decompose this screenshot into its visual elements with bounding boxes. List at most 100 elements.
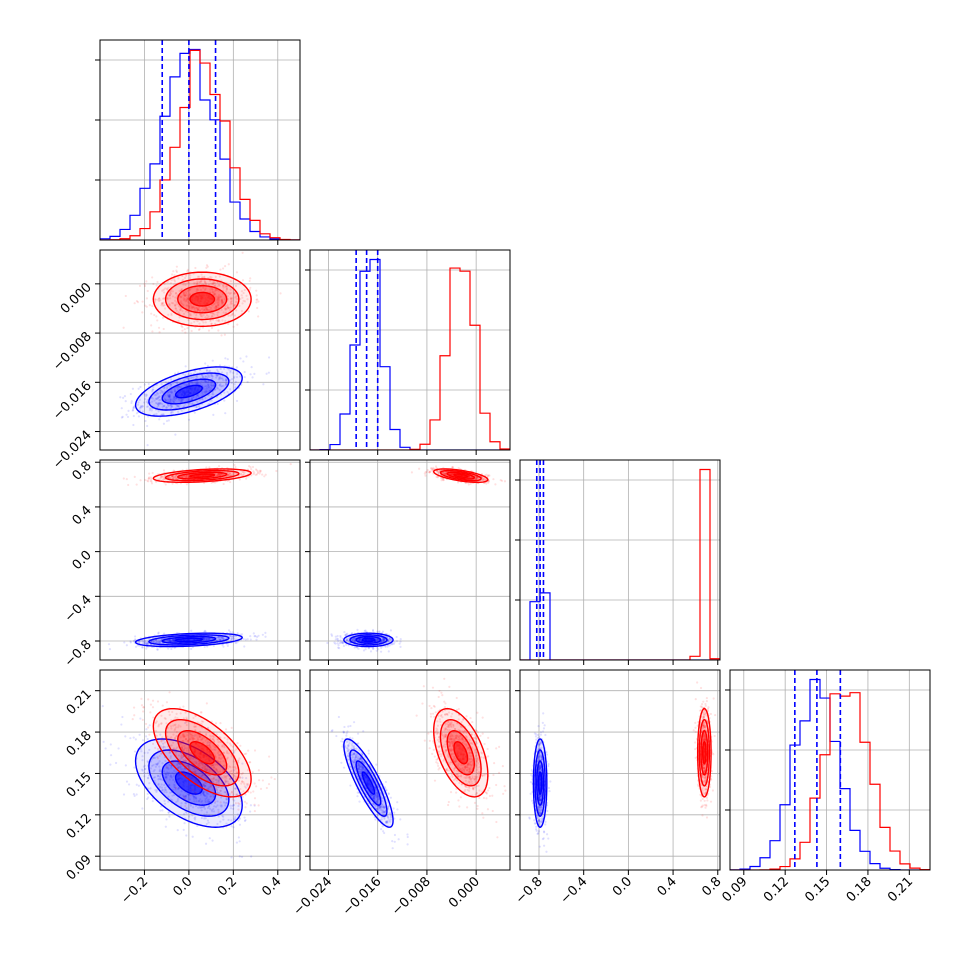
sample-point: [240, 473, 243, 476]
sample-point: [196, 382, 199, 385]
sample-point: [230, 299, 233, 303]
sample-point: [216, 295, 220, 298]
sample-point: [150, 324, 153, 327]
sample-point: [223, 333, 226, 336]
sample-point: [185, 304, 188, 307]
sample-point: [178, 766, 181, 769]
sample-point: [449, 472, 453, 476]
sample-point: [210, 282, 213, 285]
sample-point: [143, 768, 146, 771]
sample-point: [133, 794, 136, 797]
sample-point: [207, 390, 210, 393]
sample-point: [442, 472, 446, 475]
sample-point: [159, 770, 162, 773]
sample-point: [180, 307, 183, 310]
sample-point: [165, 791, 168, 794]
sample-point: [158, 640, 161, 643]
sample-point: [140, 768, 144, 771]
sample-point: [177, 410, 180, 413]
sample-point: [187, 418, 191, 421]
sample-point: [236, 813, 239, 816]
sample-point: [360, 637, 363, 640]
sample-point: [261, 473, 264, 476]
sample-point: [200, 801, 203, 804]
sample-point: [197, 765, 200, 768]
sample-point: [362, 649, 366, 652]
sample-point: [107, 643, 111, 646]
sample-point: [191, 806, 195, 809]
sample-point: [134, 635, 137, 638]
sample-point: [443, 472, 446, 475]
sample-point: [230, 856, 233, 859]
sample-point: [199, 806, 202, 809]
sample-point: [170, 273, 174, 276]
sample-point: [158, 785, 162, 788]
sample-point: [184, 802, 187, 805]
sample-point: [179, 296, 183, 299]
sample-point: [139, 406, 142, 409]
sample-point: [234, 296, 237, 299]
sample-point: [206, 381, 210, 384]
contour-level-3: [174, 384, 203, 399]
sample-point: [140, 406, 143, 409]
sample-point: [176, 799, 179, 803]
sample-point: [182, 312, 186, 315]
sample-point: [190, 376, 194, 379]
sample-point: [193, 795, 196, 798]
sample-point: [190, 629, 193, 632]
sample-point: [255, 469, 258, 472]
sample-point: [211, 283, 214, 286]
sample-point: [165, 387, 169, 390]
sample-point: [197, 799, 200, 803]
sample-point: [203, 768, 207, 771]
sample-point: [354, 645, 357, 649]
sample-point: [156, 319, 159, 322]
sample-point: [109, 754, 113, 757]
sample-point: [265, 372, 268, 375]
sample-point: [169, 378, 173, 381]
sample-point: [169, 399, 172, 402]
sample-point: [220, 308, 223, 311]
sample-point: [451, 466, 455, 469]
sample-point: [146, 289, 149, 293]
sample-point: [155, 640, 158, 643]
sample-point: [169, 290, 172, 293]
sample-point: [214, 300, 217, 303]
sample-point: [160, 786, 163, 789]
sample-point: [170, 410, 173, 414]
sample-point: [377, 648, 380, 651]
sample-point: [199, 793, 202, 796]
sample-point: [227, 474, 230, 477]
sample-point: [172, 477, 175, 480]
sample-point: [179, 308, 182, 312]
sample-point: [200, 379, 203, 382]
sample-point: [192, 376, 195, 379]
sample-point: [202, 792, 205, 795]
sample-point: [131, 409, 134, 412]
sample-point: [207, 805, 211, 808]
sample-point: [217, 638, 220, 641]
sample-point: [178, 295, 181, 298]
sample-point: [206, 806, 210, 810]
sample-point: [225, 288, 229, 291]
sample-point: [220, 298, 223, 302]
sample-point: [475, 477, 478, 480]
sample-point: [203, 279, 206, 283]
sample-point: [166, 391, 170, 394]
sample-point: [169, 755, 172, 758]
sample-point: [217, 319, 220, 322]
sample-point: [232, 371, 235, 374]
sample-point: [203, 645, 206, 649]
sample-point: [203, 817, 206, 820]
sample-point: [198, 275, 201, 278]
sample-point: [216, 297, 220, 300]
sample-point: [196, 287, 199, 290]
sample-point: [158, 398, 161, 402]
sample-point: [189, 274, 192, 277]
sample-point: [127, 409, 130, 413]
sample-point: [211, 793, 215, 796]
sample-point: [141, 405, 144, 408]
sample-point: [196, 308, 199, 311]
sample-point: [358, 638, 362, 641]
sample-point: [233, 292, 236, 295]
